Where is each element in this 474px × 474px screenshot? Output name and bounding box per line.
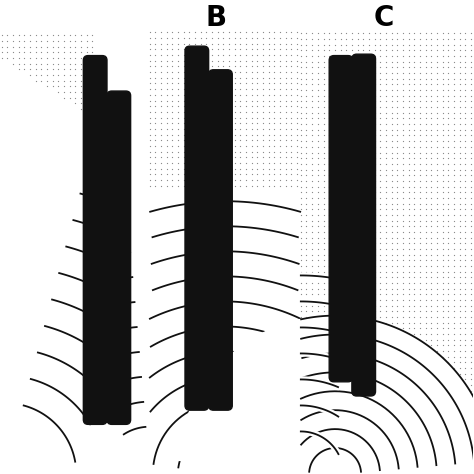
- Text: B: B: [205, 4, 226, 32]
- Polygon shape: [196, 335, 474, 474]
- Polygon shape: [253, 391, 418, 474]
- Polygon shape: [291, 429, 380, 474]
- FancyBboxPatch shape: [329, 55, 353, 382]
- FancyBboxPatch shape: [185, 46, 209, 410]
- FancyBboxPatch shape: [83, 55, 107, 424]
- Polygon shape: [272, 410, 399, 474]
- FancyBboxPatch shape: [209, 70, 232, 410]
- FancyBboxPatch shape: [107, 91, 131, 424]
- Polygon shape: [215, 354, 455, 474]
- Text: C: C: [374, 4, 394, 32]
- FancyBboxPatch shape: [352, 54, 375, 396]
- Polygon shape: [234, 373, 437, 474]
- Polygon shape: [177, 316, 474, 474]
- Polygon shape: [309, 448, 361, 474]
